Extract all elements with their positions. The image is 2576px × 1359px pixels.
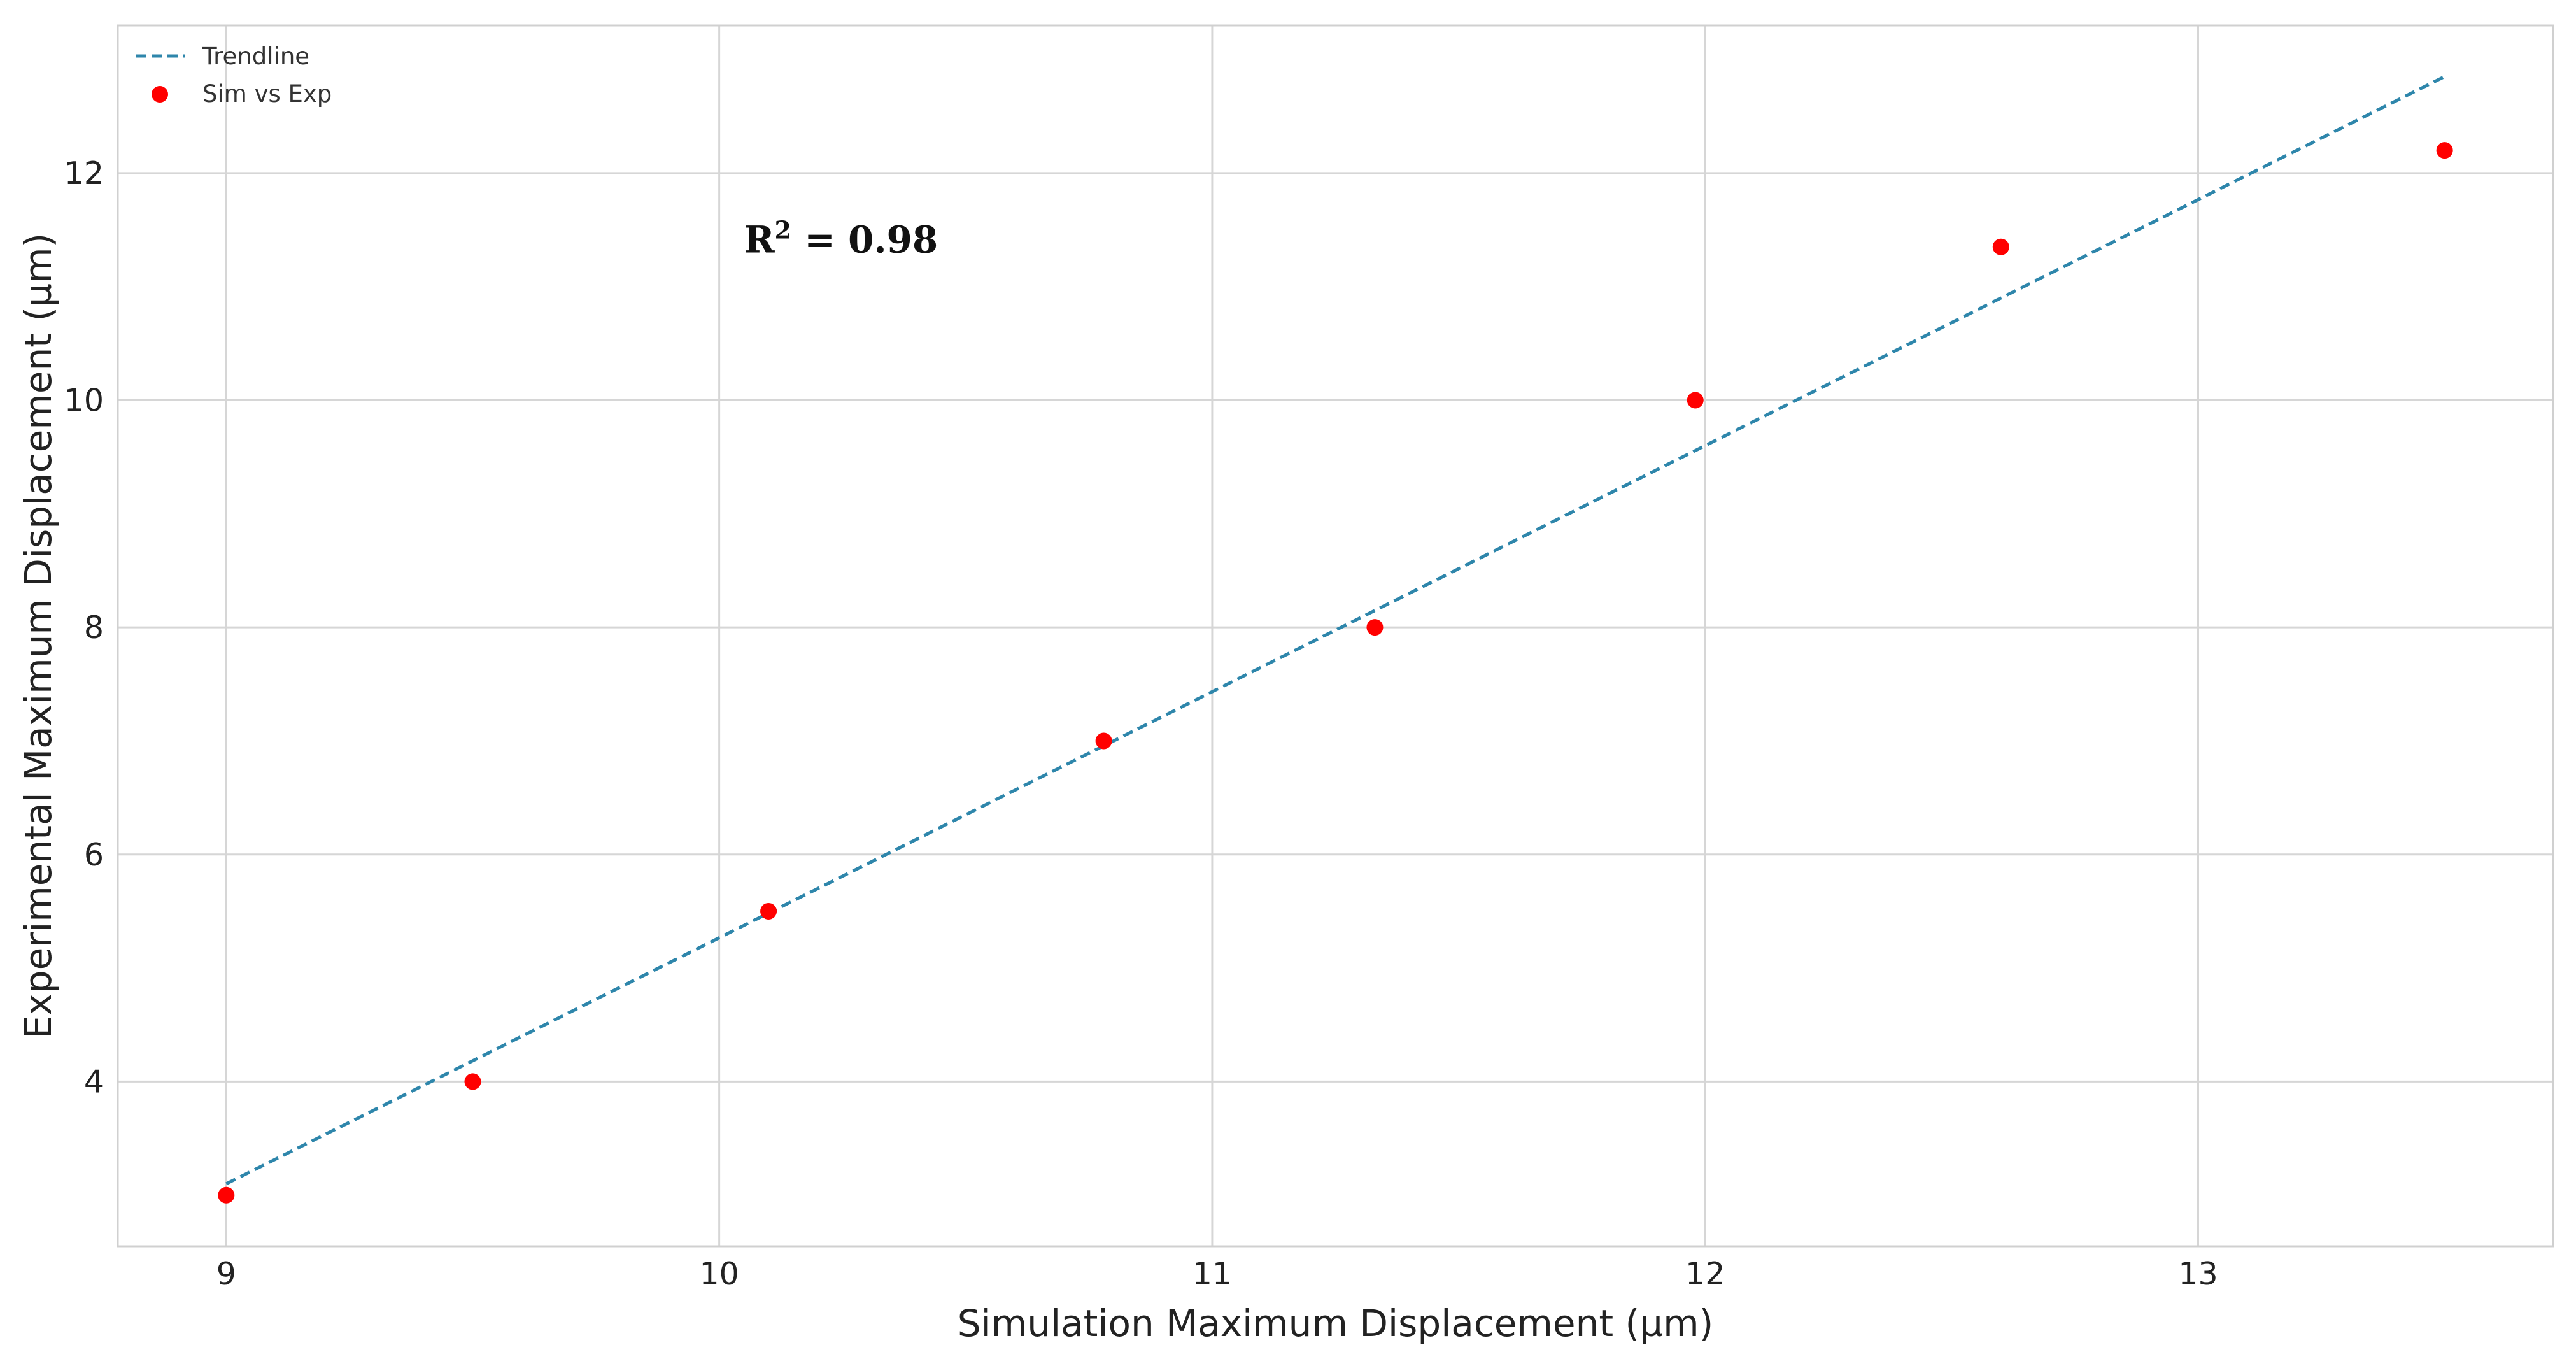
data-point — [1095, 732, 1112, 750]
data-point — [218, 1186, 235, 1204]
legend-trendline-label: Trendline — [202, 43, 309, 70]
x-tick-label: 10 — [699, 1256, 739, 1292]
legend-scatter-swatch — [152, 86, 168, 103]
x-tick-label: 13 — [2178, 1256, 2218, 1292]
r-squared-value: = 0.98 — [791, 218, 938, 262]
data-point — [1687, 392, 1704, 409]
trendline — [225, 75, 2445, 1186]
data-point — [1366, 619, 1384, 636]
legend: Trendline Sim vs Exp — [136, 43, 332, 108]
legend-scatter-label: Sim vs Exp — [202, 80, 332, 108]
r-squared-base: R — [744, 218, 775, 262]
data-point — [464, 1073, 481, 1090]
plot-area-frame — [117, 24, 2554, 1248]
y-tick-label: 8 — [84, 609, 104, 646]
x-tick-label: 9 — [216, 1256, 236, 1292]
x-axis-label: Simulation Maximum Displacement (µm) — [958, 1302, 1713, 1345]
x-tick-label: 12 — [1685, 1256, 1725, 1292]
tick-labels: 9 10 11 12 13 4 6 8 10 12 — [64, 155, 2218, 1292]
data-point — [760, 902, 777, 920]
r-squared-exponent: 2 — [775, 216, 791, 245]
data-point — [2436, 142, 2453, 159]
r-squared-annotation: R2 = 0.98 — [744, 216, 938, 262]
y-axis-label: Experimental Maximum Displacement (µm) — [17, 233, 60, 1039]
y-tick-label: 6 — [84, 837, 104, 873]
y-tick-label: 12 — [64, 155, 104, 192]
y-tick-label: 10 — [64, 382, 104, 418]
x-tick-label: 11 — [1192, 1256, 1232, 1292]
series-layer — [218, 75, 2453, 1204]
data-point — [1992, 238, 2009, 255]
y-tick-label: 4 — [84, 1064, 104, 1100]
grid — [118, 25, 2553, 1246]
